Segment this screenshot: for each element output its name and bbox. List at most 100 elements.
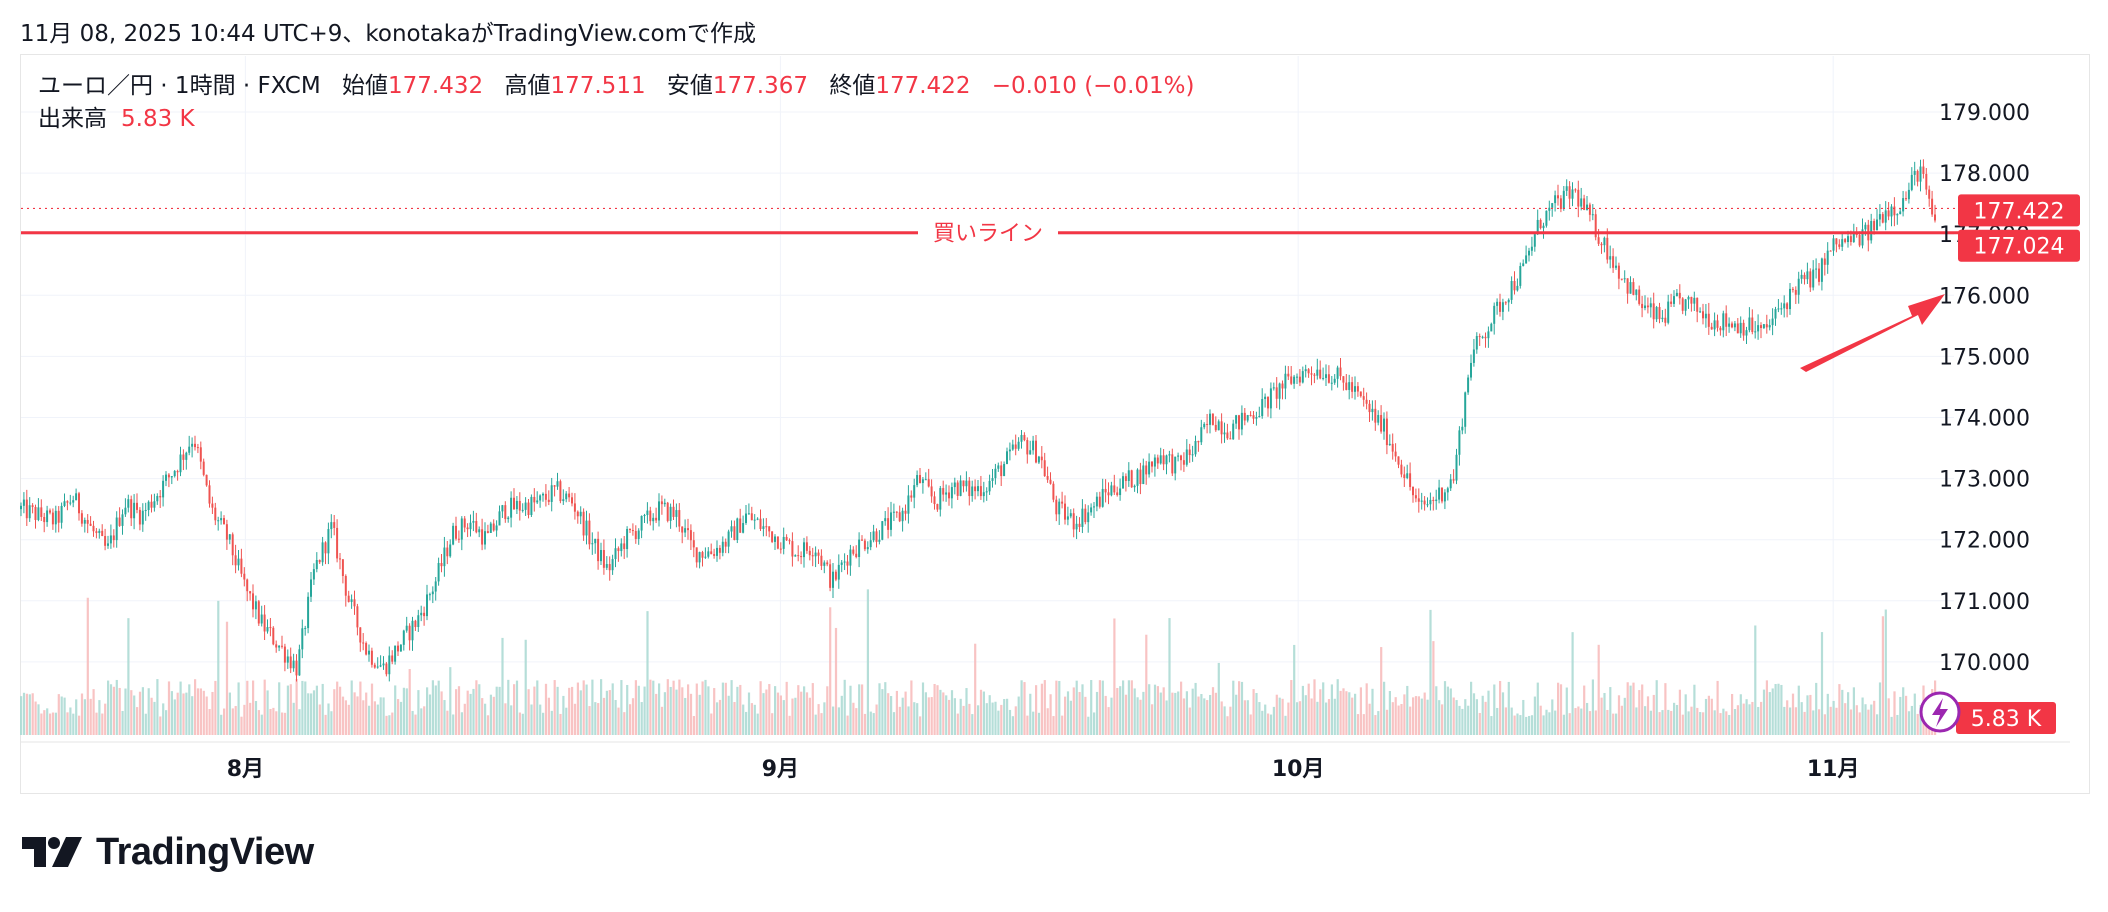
volume-bar [573, 703, 577, 735]
candle-body [547, 499, 550, 502]
candle-body [1835, 238, 1838, 245]
volume-bar [1359, 687, 1362, 735]
candle-body [214, 507, 217, 521]
candle-body [884, 518, 887, 522]
volume-bar [217, 600, 220, 735]
volume-bar [1490, 716, 1493, 735]
candle-body [301, 628, 304, 650]
volume-bar [779, 695, 782, 735]
legend-close-label: 終値 [829, 73, 876, 99]
volume-bar [121, 710, 124, 735]
volume-bar [765, 689, 768, 735]
volume-bar [1530, 715, 1534, 735]
candle-body [266, 627, 269, 632]
candle-body [1298, 376, 1301, 383]
candle-body [988, 480, 991, 492]
volume-bar [1638, 690, 1641, 735]
volume-bar [985, 703, 988, 735]
volume-bar [1838, 684, 1841, 735]
volume-bar [1722, 708, 1725, 735]
volume-bar [1484, 701, 1487, 735]
volume-bars [20, 589, 1937, 735]
candle-body [1078, 523, 1081, 527]
volume-bar [1820, 632, 1824, 735]
alert-bolt-icon [1932, 698, 1948, 727]
volume-bar [475, 680, 478, 735]
candle-body [1153, 457, 1156, 467]
volume-bar [1443, 681, 1447, 735]
volume-bar [1023, 682, 1026, 735]
volume-bar [1623, 697, 1626, 735]
candle-body [1478, 336, 1481, 338]
candle-body [1615, 265, 1617, 268]
volume-bar [1069, 700, 1072, 735]
volume-bar [750, 703, 753, 735]
candle-body [428, 594, 431, 596]
legend-open-label: 始値 [342, 73, 389, 99]
volume-bar [1510, 707, 1513, 735]
volume-bar [997, 710, 1000, 735]
volume-bar [1043, 680, 1046, 735]
volume-bar [330, 711, 333, 735]
volume-bar [1040, 683, 1043, 735]
volume-bar [1658, 712, 1661, 735]
candle-body [1612, 256, 1615, 268]
candle-body [1310, 373, 1313, 375]
volume-bar [1058, 681, 1061, 735]
volume-bar [405, 688, 408, 735]
volume-bar [1481, 695, 1484, 735]
volume-bar [252, 680, 255, 735]
candle-body [739, 518, 742, 533]
candle-body [498, 511, 501, 526]
candle-body [1884, 210, 1887, 223]
volume-bar [962, 705, 965, 735]
candle-body [388, 655, 391, 675]
candle-body [1336, 367, 1339, 379]
candle-body [333, 522, 336, 528]
volume-bar [133, 695, 136, 735]
volume-bar [275, 711, 278, 735]
volume-bar [1290, 680, 1293, 735]
chart-frame[interactable] [20, 54, 2090, 794]
candle-body [597, 538, 600, 562]
volume-bar [1339, 690, 1342, 735]
volume-bar [1107, 707, 1110, 735]
candle-body [1142, 465, 1145, 485]
candle-body [1252, 415, 1255, 419]
volume-bar [376, 704, 379, 735]
volume-bar [1571, 632, 1574, 735]
candle-body [898, 512, 901, 522]
volume-bar [1731, 693, 1734, 735]
candle-body [614, 548, 617, 560]
candle-body [997, 465, 1000, 469]
candle-body [1693, 297, 1696, 304]
candle-body [394, 645, 397, 662]
buy-line-label: 買いライン [933, 222, 1043, 247]
candle-body [1435, 499, 1438, 502]
candle-body [437, 562, 440, 582]
candle-body [1165, 455, 1168, 465]
candle-body [1017, 441, 1020, 449]
legend-volume-row: 出来高 5.83 K [38, 103, 1195, 136]
volume-bar [982, 691, 985, 735]
volume-bar [791, 698, 794, 735]
volume-bar [631, 698, 635, 735]
volume-bar [28, 694, 31, 735]
candle-body [20, 505, 22, 510]
volume-bar [1113, 618, 1116, 735]
candle-body [858, 539, 861, 558]
volume-bar [510, 705, 513, 735]
candle-body [1467, 377, 1470, 393]
volume-bar [869, 711, 872, 735]
tradingview-logo-icon [22, 837, 82, 867]
candle-body [1603, 237, 1606, 246]
volume-bar [927, 697, 930, 735]
candle-body [1052, 483, 1055, 500]
buy-line-label-bg [918, 218, 1058, 247]
candle-body [1905, 198, 1907, 200]
volume-bar [481, 698, 484, 735]
volume-bar [1136, 697, 1139, 735]
candle-body [1330, 382, 1333, 384]
volume-bar [394, 685, 397, 735]
